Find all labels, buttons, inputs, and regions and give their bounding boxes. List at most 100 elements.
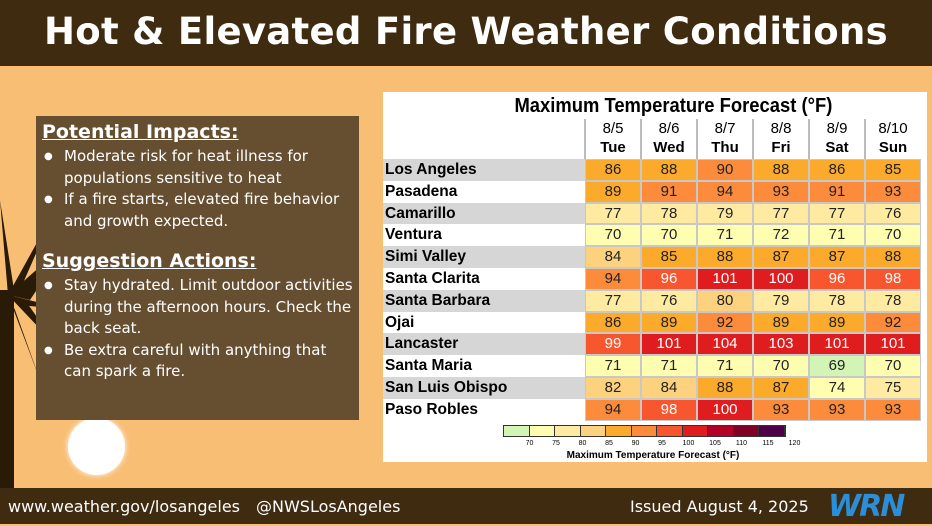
day-name: Thu: [711, 139, 739, 156]
temperature-cell: 89: [753, 311, 809, 334]
temperature-cell: 90: [697, 159, 753, 181]
color-scale-legend: [503, 425, 786, 437]
city-name: Santa Maria: [385, 357, 473, 375]
temperature-cell: 92: [697, 311, 753, 334]
temperature-cell: 99: [585, 333, 641, 356]
temperature-cell: 85: [865, 159, 921, 181]
temperature-cell: 98: [865, 268, 921, 290]
temperature-cell: 77: [585, 202, 641, 225]
day-header: 8/9 Sat: [809, 119, 865, 157]
temperature-cell: 71: [641, 355, 697, 377]
legend-tick-label: 95: [658, 440, 666, 447]
temperature-cell: 93: [809, 398, 865, 421]
temperature-cell: 70: [585, 224, 641, 247]
table-title: Maximum Temperature Forecast (°F): [514, 95, 833, 117]
legend-tick-label: 120: [788, 440, 801, 447]
table-row: Santa Barbara 77 76 80 79 78 78: [383, 289, 923, 312]
legend-swatch: [504, 426, 530, 436]
legend-swatch: [631, 426, 657, 436]
temperature-cell: 85: [641, 246, 697, 268]
day-name: Sun: [878, 139, 908, 156]
temperature-cell: 79: [753, 289, 809, 312]
day-header: 8/5 Tue: [585, 119, 641, 157]
legend-swatch: [555, 426, 581, 436]
temperature-cell: 88: [697, 377, 753, 399]
legend-title: Maximum Temperature Forecast (°F): [566, 450, 740, 461]
city-name: Los Angeles: [383, 159, 585, 181]
impacts-panel: Potential Impacts: Moderate risk for hea…: [36, 116, 359, 420]
day-name: Wed: [653, 139, 685, 156]
column-divider: [864, 119, 866, 159]
day-name: Fri: [771, 139, 791, 156]
temperature-cell: 93: [753, 180, 809, 203]
city-name: Simi Valley: [383, 246, 585, 268]
table-row: Ojai 86 89 92 89 89 92: [383, 311, 923, 334]
temperature-cell: 98: [641, 398, 697, 421]
temperature-cell: 93: [865, 398, 921, 421]
temperature-cell: 80: [697, 289, 753, 312]
temperature-cell: 96: [809, 268, 865, 290]
legend-swatch: [708, 426, 734, 436]
social-handle[interactable]: @NWSLosAngeles: [256, 497, 401, 516]
temperature-cell: 77: [809, 202, 865, 225]
legend-tick-label: 80: [578, 440, 587, 447]
temperature-cell: 84: [585, 246, 641, 268]
temperature-cell: 89: [809, 311, 865, 334]
city-name: San Luis Obispo: [383, 377, 585, 399]
temperature-cell: 87: [753, 246, 809, 268]
temperature-cell: 78: [641, 202, 697, 225]
temperature-cell: 84: [641, 377, 697, 399]
temperature-cell: 87: [753, 377, 809, 399]
legend-swatch: [682, 426, 708, 436]
temperature-cell: 86: [809, 159, 865, 181]
legend-swatch: [759, 426, 785, 436]
temperature-cell: 71: [585, 355, 641, 377]
temperature-cell: 75: [865, 377, 921, 399]
column-divider: [752, 119, 754, 159]
page-title: Hot & Elevated Fire Weather Conditions: [0, 0, 932, 66]
legend-tick-label: 100: [682, 440, 695, 447]
city-name: Santa Barbara: [383, 289, 585, 312]
temperature-cell: 70: [865, 224, 921, 247]
city-name: Santa Clarita: [385, 270, 480, 287]
temperature-cell: 94: [697, 180, 753, 203]
city-name: Paso Robles: [385, 400, 479, 418]
table-row: Ventura 70 70 71 72 71 70: [383, 224, 923, 247]
temperature-cell: 71: [809, 224, 865, 247]
temperature-cell: 88: [865, 246, 921, 268]
temperature-cell: 69: [809, 355, 865, 377]
table-row: Camarillo 77 78 79 77 77 76: [383, 202, 923, 225]
issued-date: Issued August 4, 2025: [630, 497, 809, 516]
day-header: 8/7 Thu: [697, 119, 753, 157]
temperature-cell: 89: [585, 180, 641, 203]
day-date: 8/5: [602, 120, 624, 137]
legend-tick-label: 75: [552, 440, 560, 447]
legend-tick-label: 90: [631, 440, 640, 447]
temperature-cell: 93: [865, 180, 921, 203]
wrn-logo: WRN: [828, 489, 905, 524]
day-name: Tue: [600, 139, 626, 156]
temperature-cell: 100: [697, 398, 753, 421]
day-date: 8/9: [826, 120, 848, 137]
table-row: Santa Clarita 94 96 101 100 96 98: [383, 268, 923, 290]
city-name: Ojai: [385, 313, 415, 331]
day-date: 8/8: [770, 120, 792, 137]
legend-swatch: [657, 426, 683, 436]
impacts-heading: Potential Impacts:: [42, 121, 239, 143]
column-divider: [584, 119, 586, 159]
column-divider: [640, 119, 642, 159]
temperature-cell: 94: [585, 268, 641, 290]
legend-swatch: [529, 426, 555, 436]
table-row: Pasadena 89 91 94 93 91 93: [383, 180, 923, 203]
legend-swatch: [580, 426, 606, 436]
temperature-cell: 96: [641, 268, 697, 290]
day-date: 8/6: [658, 120, 680, 137]
city-name: Camarillo: [383, 202, 585, 225]
temperature-cell: 103: [753, 333, 809, 356]
temperature-cell: 78: [865, 289, 921, 312]
column-divider: [696, 119, 698, 159]
action-item: Stay hydrated. Limit outdoor activities …: [42, 275, 353, 340]
temperature-cell: 101: [809, 333, 865, 356]
website-link[interactable]: www.weather.gov/losangeles: [8, 497, 241, 516]
legend-tick-label: 115: [762, 440, 774, 447]
